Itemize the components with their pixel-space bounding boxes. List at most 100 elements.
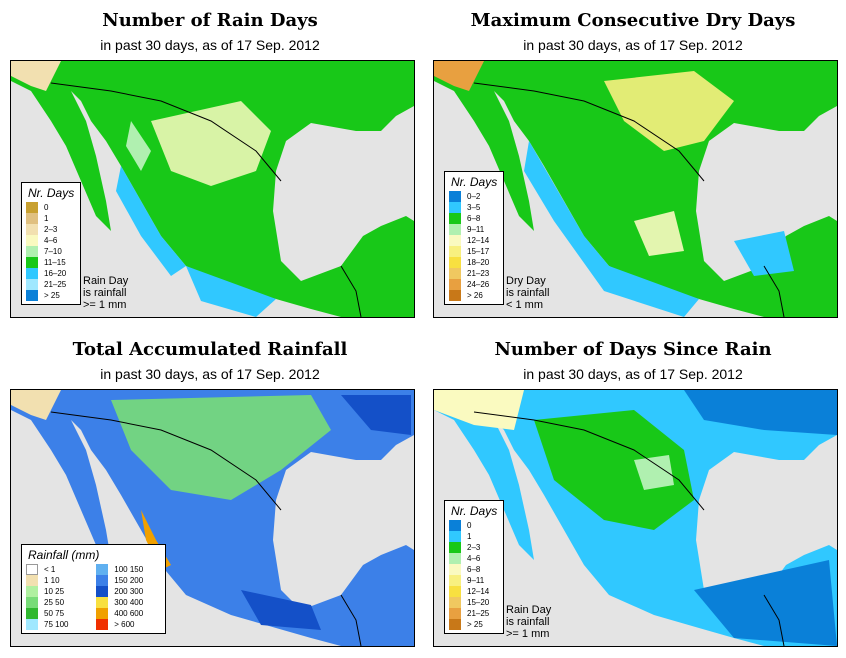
legend-label: 12–14 <box>467 587 490 596</box>
note: Rain Day is rainfall >= 1 mm <box>83 275 128 311</box>
border-line <box>763 594 785 646</box>
legend-label: 4–6 <box>467 554 481 563</box>
legend-item: 50 75 <box>26 608 86 619</box>
map-max-dry-days: Nr. Days 0–2 3–5 6–8 9–11 12–14 15–17 18… <box>433 60 838 318</box>
legend-item: < 1 <box>26 564 86 575</box>
region-e <box>634 455 674 490</box>
legend-label: 9–11 <box>467 576 485 585</box>
note-line: is rainfall <box>506 616 550 628</box>
legend-label: 15–17 <box>467 247 490 256</box>
legend-item: 12–14 <box>449 586 499 597</box>
legend-label: 300 400 <box>114 598 144 607</box>
legend-label: 3–5 <box>467 203 481 212</box>
legend-item: 0–2 <box>449 191 499 202</box>
region-b <box>11 61 61 91</box>
note-line: >= 1 mm <box>83 299 127 311</box>
panel-total-rainfall: Total Accumulated Rainfall in past 30 da… <box>0 329 420 658</box>
legend-title: Nr. Days <box>28 186 75 200</box>
region-e <box>241 590 321 630</box>
legend-label: 50 75 <box>44 609 65 618</box>
legend-label: 24–26 <box>467 280 490 289</box>
legend-item: 0 <box>449 520 499 531</box>
legend-item: 10 25 <box>26 586 86 597</box>
region-d <box>186 266 276 317</box>
legend-item: 150 200 <box>96 575 161 586</box>
region-b <box>434 390 524 430</box>
border-line <box>340 594 362 646</box>
panel-title: Maximum Consecutive Dry Days <box>470 10 796 31</box>
border-line <box>763 265 785 317</box>
legend-title: Nr. Days <box>451 175 498 189</box>
legend-label: > 26 <box>467 291 483 300</box>
map-canvas <box>434 390 837 646</box>
legend-label: 0–2 <box>467 192 481 201</box>
legend-label: 6–8 <box>467 565 481 574</box>
region-c <box>116 166 186 276</box>
legend-item: 25 50 <box>26 597 86 608</box>
legend-label: 12–14 <box>467 236 490 245</box>
map-canvas <box>434 61 837 317</box>
legend-title: Nr. Days <box>451 504 498 518</box>
region-d <box>341 395 411 435</box>
legend-item: 200 300 <box>96 586 161 597</box>
panel-subtitle: in past 30 days, as of 17 Sep. 2012 <box>100 37 320 53</box>
legend-label: 9–11 <box>467 225 485 234</box>
panel-subtitle: in past 30 days, as of 17 Sep. 2012 <box>523 366 743 382</box>
legend-item: > 600 <box>96 619 161 630</box>
panel-days-since-rain: Number of Days Since Rain in past 30 day… <box>423 329 843 658</box>
legend-label: 6–8 <box>467 214 481 223</box>
legend-item: > 25 <box>26 290 76 301</box>
legend-item: 4–6 <box>449 553 499 564</box>
region-e <box>734 231 794 276</box>
legend-item: > 26 <box>449 290 499 301</box>
land-mass <box>434 61 837 317</box>
note-line: >= 1 mm <box>506 628 550 640</box>
region-c <box>684 390 837 435</box>
legend-label: 10 25 <box>44 587 65 596</box>
legend-item: 300 400 <box>96 597 161 608</box>
map-rain-days: Nr. Days 0 1 2–3 4–6 7–10 11–15 16–20 21… <box>10 60 415 318</box>
legend: Nr. Days 0 1 2–3 4–6 6–8 9–11 12–14 15–2… <box>444 500 504 634</box>
region-e <box>126 121 151 171</box>
region-a <box>604 71 734 151</box>
legend-item: 24–26 <box>449 279 499 290</box>
legend-item: 18–20 <box>449 257 499 268</box>
legend-item: 0 <box>26 202 76 213</box>
legend-label: 150 200 <box>114 576 144 585</box>
legend-label: 21–23 <box>467 269 490 278</box>
panel-subtitle: in past 30 days, as of 17 Sep. 2012 <box>523 37 743 53</box>
legend-item: 4–6 <box>26 235 76 246</box>
region-c <box>524 141 699 317</box>
legend-label: 21–25 <box>44 280 67 289</box>
region-d <box>694 560 837 646</box>
legend-item: > 25 <box>449 619 499 630</box>
legend-item: 6–8 <box>449 564 499 575</box>
legend-item: 15–17 <box>449 246 499 257</box>
legend-label: 7–10 <box>44 247 62 256</box>
legend-item: 1 10 <box>26 575 86 586</box>
legend: Nr. Days 0 1 2–3 4–6 7–10 11–15 16–20 21… <box>21 182 81 305</box>
panel-title: Total Accumulated Rainfall <box>72 339 348 360</box>
border-line <box>340 265 362 317</box>
legend-item: 9–11 <box>449 575 499 586</box>
border-line <box>50 82 282 182</box>
legend-title: Rainfall (mm) <box>28 548 100 562</box>
legend-item: 11–15 <box>26 257 76 268</box>
legend-item: 6–8 <box>449 213 499 224</box>
map-canvas <box>11 390 414 646</box>
legend-item: 1 <box>449 531 499 542</box>
legend-label: 4–6 <box>44 236 58 245</box>
legend-label: 2–3 <box>467 543 481 552</box>
note: Rain Day is rainfall >= 1 mm <box>506 604 551 640</box>
legend-grid: < 1 1 10 10 25 25 50 50 75 75 100 100 15… <box>26 564 161 630</box>
region-a <box>534 410 694 530</box>
border-line <box>473 82 705 182</box>
region-b <box>11 390 61 420</box>
legend-label: > 600 <box>114 620 135 629</box>
legend-label: < 1 <box>44 565 56 574</box>
land-mass <box>11 61 414 317</box>
legend-item: 15–20 <box>449 597 499 608</box>
region-a <box>151 101 271 186</box>
legend-label: 2–3 <box>44 225 58 234</box>
legend-label: 21–25 <box>467 609 490 618</box>
